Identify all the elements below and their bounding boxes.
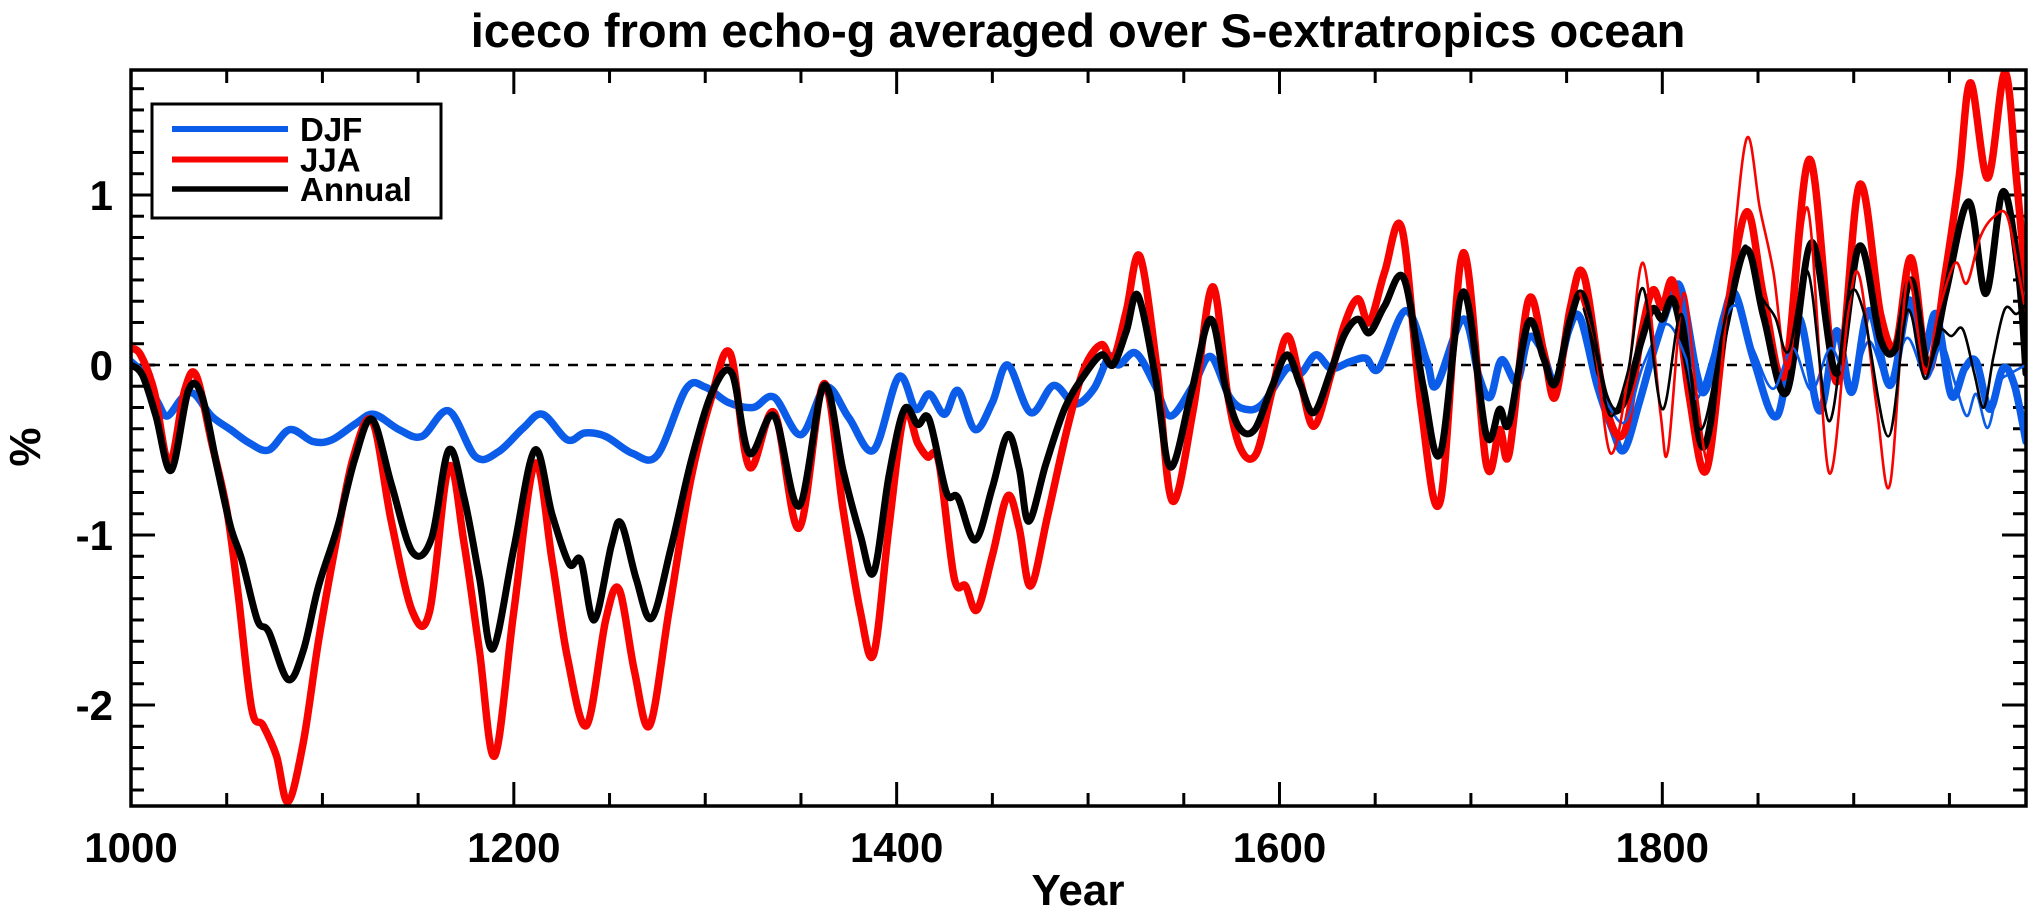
- series-line-jja-2nd-realization-: [1578, 135, 2026, 490]
- series-line-djf: [131, 280, 2026, 464]
- x-axis-title: Year: [1032, 866, 1125, 915]
- y-tick-label: -1: [76, 512, 113, 559]
- x-tick-label: 1400: [850, 824, 943, 871]
- x-tick-label: 1600: [1233, 824, 1326, 871]
- x-tick-label: 1000: [84, 824, 177, 871]
- y-axis-title: %: [1, 427, 50, 466]
- legend-label-djf: DJF: [300, 111, 362, 148]
- legend-label-annual: Annual: [300, 171, 412, 208]
- series-line-annual-2nd-realization-: [1582, 244, 2026, 438]
- x-tick-label: 1200: [467, 824, 560, 871]
- series-curves: [131, 70, 2026, 806]
- x-tick-label: 1800: [1616, 824, 1709, 871]
- series-line-djf-2nd-realization-: [1590, 304, 2026, 430]
- series-line-annual: [131, 188, 2026, 684]
- chart-title: iceco from echo-g averaged over S-extrat…: [471, 4, 1686, 57]
- y-tick-label: -2: [76, 682, 113, 729]
- plot-frame: [129, 68, 2028, 808]
- y-tick-label: 0: [90, 342, 113, 389]
- y-tick-label: 1: [90, 172, 113, 219]
- legend-label-jja: JJA: [300, 142, 361, 179]
